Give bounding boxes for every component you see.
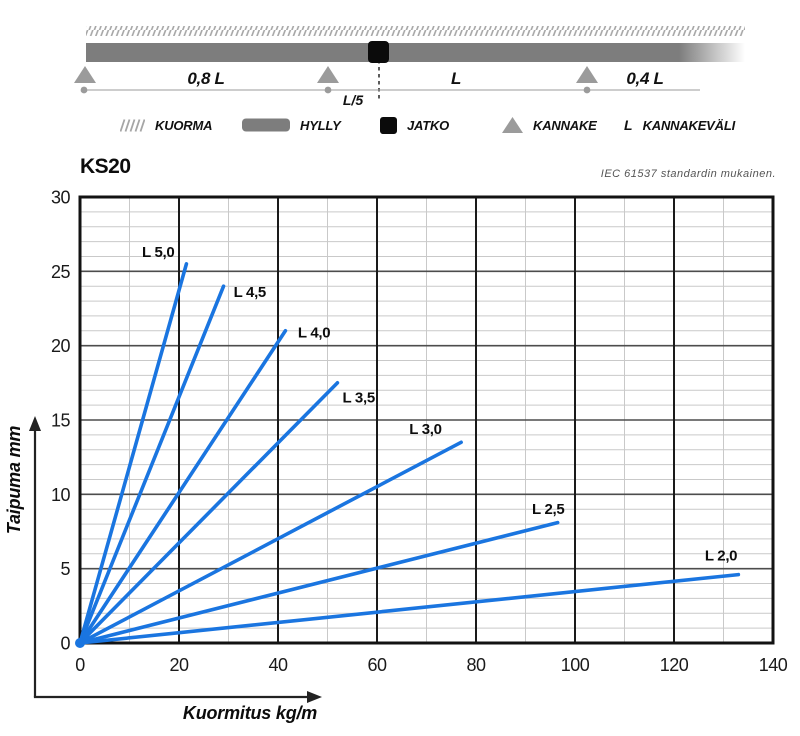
- axis-arrows: [29, 416, 322, 703]
- y-axis-arrowhead-icon: [29, 416, 41, 431]
- support-triangle-icon: [502, 117, 523, 133]
- joint-square-icon: [380, 116, 397, 134]
- x-tick-label: 60: [367, 655, 387, 675]
- dimension-dot-left: [80, 86, 88, 94]
- series-label: L 4,0: [298, 324, 330, 341]
- series-label: L 3,0: [409, 421, 441, 438]
- plot-frame: [78, 195, 775, 645]
- tick-labels: 0 20 40 60 80 100 120 140 0 5 10 15 20 25 30: [51, 188, 788, 676]
- legend-label: KANNAKE: [533, 117, 597, 133]
- series-label: L 2,0: [705, 547, 737, 564]
- legend-label: KUORMA: [155, 117, 213, 133]
- y-tick-label: 15: [51, 411, 71, 431]
- series-line: [78, 520, 560, 645]
- series-lines: [78, 262, 741, 645]
- series-line: [78, 381, 340, 645]
- span-label-left: 0,8 L: [187, 69, 224, 88]
- span-label-mid: L: [451, 69, 461, 88]
- deflection-load-chart: L 5,0 L 4,5 L 4,0 L 3,5 L 3,0 L 2,5 L 2,0 0 20 40…: [4, 188, 788, 724]
- x-tick-label: 120: [660, 655, 689, 675]
- x-tick-label: 100: [561, 655, 590, 675]
- y-tick-label: 25: [51, 262, 71, 282]
- standard-note: IEC 61537 standardin mukainen.: [600, 168, 776, 180]
- series-line: [78, 572, 741, 645]
- y-tick-label: 5: [60, 559, 70, 579]
- legend-item-kuorma: KUORMA: [120, 111, 212, 139]
- dimension-dot-middle: [324, 86, 332, 94]
- shelf-bar-icon: [242, 118, 290, 132]
- legend-label: KANNAKEVÄLI: [642, 117, 736, 133]
- span-label-right: 0,4 L: [626, 69, 663, 88]
- joint-square: [368, 41, 389, 63]
- series-label: L 4,5: [234, 284, 266, 301]
- series-labels: L 5,0 L 4,5 L 4,0 L 3,5 L 3,0 L 2,5 L 2,0: [142, 244, 738, 564]
- span-length-symbol: L: [624, 117, 633, 133]
- support-triangle-middle: [317, 66, 339, 83]
- series-line: [78, 284, 226, 645]
- legend-label: JATKO: [407, 117, 450, 133]
- y-tick-label: 20: [51, 336, 71, 356]
- legend-label: HYLLY: [300, 117, 341, 133]
- legend-item-jatko: JATKO: [380, 111, 449, 139]
- x-tick-label: 80: [466, 655, 486, 675]
- legend-item-hylly: HYLLY: [242, 111, 341, 139]
- support-triangle-right: [576, 66, 598, 83]
- y-tick-label: 30: [51, 188, 71, 208]
- grid-major: [80, 197, 773, 643]
- x-tick-label: 20: [169, 655, 189, 675]
- legend-item-kannake: KANNAKE: [502, 111, 597, 139]
- legend: KUORMA HYLLY JATKO KANNAKE L KANNAKEVÄLI: [0, 111, 800, 139]
- dimension-dot-right: [583, 86, 591, 94]
- x-axis-arrowhead-icon: [307, 691, 322, 703]
- load-hatch-icon: [120, 118, 145, 132]
- series-line: [78, 262, 189, 645]
- series-label: L 5,0: [142, 244, 174, 261]
- joint-offset-label: L/5: [343, 92, 363, 108]
- x-tick-label: 140: [759, 655, 788, 675]
- x-tick-label: 40: [268, 655, 288, 675]
- shelf-bar: [86, 43, 745, 62]
- load-hatch-strip: [86, 26, 745, 36]
- series-line: [78, 440, 463, 645]
- y-tick-label: 0: [60, 634, 70, 654]
- x-tick-label: 0: [75, 655, 85, 675]
- support-triangle-left: [74, 66, 96, 83]
- chart-title: KS20: [80, 155, 131, 178]
- y-axis-title: Taipuma mm: [4, 426, 24, 535]
- legend-item-kannakevali: L KANNAKEVÄLI: [624, 111, 735, 139]
- series-label: L 2,5: [532, 501, 564, 518]
- series-label: L 3,5: [342, 390, 374, 407]
- beam-schematic: 0,8 L L/5 L 0,4 L: [74, 26, 745, 108]
- y-tick-label: 10: [51, 485, 71, 505]
- origin-point: [75, 638, 85, 648]
- x-axis-title: Kuormitus kg/m: [183, 703, 317, 723]
- series-line: [78, 329, 288, 645]
